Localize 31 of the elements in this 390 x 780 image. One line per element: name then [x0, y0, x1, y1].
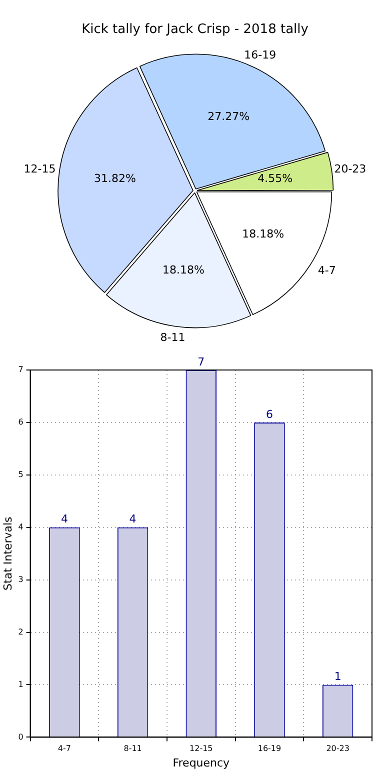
y-tick-label: 6: [18, 418, 24, 427]
x-tick-label: 4-7: [58, 744, 71, 754]
x-tick-label: 16-19: [258, 744, 282, 754]
x-tick-label: 8-11: [124, 744, 142, 754]
data-label: 4.55%: [258, 172, 293, 186]
y-tick-label: 4: [18, 522, 24, 532]
data-label: 27.27%: [208, 110, 250, 124]
data-label: 31.82%: [94, 172, 136, 186]
slice-label: 20-23: [334, 162, 366, 176]
y-tick-label: 2: [18, 627, 24, 636]
y-tick-label: 5: [18, 470, 24, 479]
y-axis-title: Stat Intervals: [1, 516, 14, 590]
y-tick-label: 0: [18, 732, 24, 742]
data-label: 6: [266, 408, 273, 421]
x-tick-label: 12-15: [190, 744, 213, 754]
data-label: 4: [129, 512, 136, 526]
chart-title: Kick tally for Jack Crisp - 2018 tally: [82, 22, 309, 38]
x-tick-label: 20-23: [326, 744, 350, 754]
slice-label: 16-19: [244, 48, 276, 62]
y-tick-label: 7: [18, 365, 24, 374]
y-tick-label: 3: [18, 574, 24, 584]
data-label: 18.18%: [242, 227, 284, 240]
y-tick-label: 1: [18, 680, 24, 689]
slice-label: 12-15: [24, 162, 56, 176]
x-axis-title: Frequency: [172, 756, 230, 770]
data-label: 4: [60, 512, 68, 526]
data-label: 1: [334, 670, 342, 684]
slice-label: 8-11: [160, 330, 186, 344]
data-label: 18.18%: [162, 264, 204, 277]
slice-label: 4-7: [318, 264, 336, 278]
data-label: 7: [198, 355, 205, 368]
